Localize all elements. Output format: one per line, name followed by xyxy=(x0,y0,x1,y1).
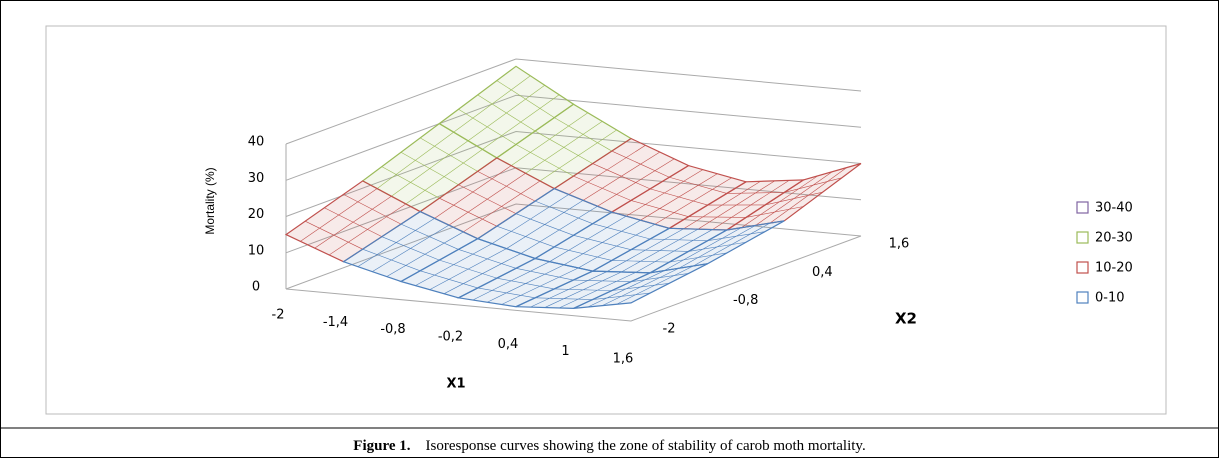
legend-label: 0-10 xyxy=(1095,291,1125,306)
mesh-line xyxy=(477,94,536,132)
mesh-line xyxy=(726,192,785,194)
x-tick-label: 1,6 xyxy=(613,352,634,367)
floor-edge xyxy=(285,235,862,322)
mesh-line xyxy=(535,130,593,164)
z-axis-label: Mortality (%) xyxy=(203,167,217,234)
mesh-line xyxy=(405,149,483,205)
z-tick-label: 30 xyxy=(248,171,265,186)
grid-line xyxy=(285,94,862,181)
mesh-line xyxy=(558,272,636,309)
depth-tick-label: 0,4 xyxy=(812,265,833,280)
mesh-line xyxy=(515,268,574,281)
mesh-line xyxy=(654,177,732,225)
x-tick-label: -0,2 xyxy=(438,330,463,345)
x-tick-label: 1 xyxy=(561,344,569,359)
depth-tick-label: 1,6 xyxy=(889,237,910,252)
grid-line xyxy=(285,58,862,145)
mesh-line xyxy=(439,259,497,279)
chart: Mortality (%) X1 X2 0 10 20 30 40 -2 -1,4 -0,8 -… xyxy=(1,25,1218,429)
mesh-line xyxy=(573,279,632,283)
z-tick-label: 0 xyxy=(252,280,260,295)
mesh-line xyxy=(573,235,632,250)
mesh-line xyxy=(381,236,440,261)
mesh-line xyxy=(535,200,593,224)
grid-line xyxy=(285,203,862,290)
mesh-line xyxy=(693,222,771,267)
mesh-line xyxy=(520,205,598,254)
mesh-line xyxy=(592,163,651,190)
mesh-line xyxy=(712,180,790,230)
x-tick-label: -1,4 xyxy=(323,315,348,330)
mesh-line xyxy=(515,213,574,236)
mesh-line xyxy=(592,223,651,240)
mesh-line xyxy=(611,282,670,291)
mesh-line xyxy=(765,191,823,206)
mesh-line xyxy=(554,117,612,152)
mesh-line xyxy=(463,180,541,233)
mesh-line xyxy=(597,158,675,207)
legend-label: 10-20 xyxy=(1095,261,1133,276)
grid-line xyxy=(285,130,862,217)
mesh-line xyxy=(501,267,579,305)
mesh-line xyxy=(635,229,713,273)
mesh-line xyxy=(324,207,382,237)
mesh-line xyxy=(496,80,555,118)
mesh-line xyxy=(669,176,727,194)
mesh-line xyxy=(443,253,521,294)
mesh-line xyxy=(554,288,612,291)
mesh-line xyxy=(650,188,708,206)
mesh-line xyxy=(458,249,517,269)
x-axis-label: X1 xyxy=(446,377,465,392)
mesh-line xyxy=(688,241,747,252)
mesh-line xyxy=(630,249,689,252)
mesh-line xyxy=(630,273,689,283)
legend-label: 20-30 xyxy=(1095,231,1133,246)
mesh-line xyxy=(707,231,766,242)
depth-axis-label: X2 xyxy=(895,310,917,328)
legend-swatch xyxy=(1076,261,1089,274)
caption: Figure 1. Isoresponse curves showing the… xyxy=(1,438,1218,455)
mesh-line xyxy=(458,184,517,214)
mesh-line xyxy=(784,177,842,193)
mesh-line xyxy=(539,129,617,182)
mesh-line xyxy=(616,265,694,305)
z-tick-label: 20 xyxy=(248,207,265,222)
legend-swatch xyxy=(1076,291,1089,304)
mesh-line xyxy=(386,231,464,277)
depth-tick-label: -2 xyxy=(663,322,676,337)
mesh-line xyxy=(400,223,459,250)
x-tick-label: -2 xyxy=(272,308,285,323)
chart-frame xyxy=(45,25,1167,415)
mesh-line xyxy=(611,150,670,178)
z-tick-label: 40 xyxy=(248,135,265,150)
legend-swatch xyxy=(1076,201,1089,214)
mesh-line xyxy=(650,238,708,242)
mesh-line xyxy=(343,194,402,225)
mesh-line xyxy=(496,277,555,290)
mesh-line xyxy=(769,167,847,224)
x-tick-label: 0,4 xyxy=(498,337,519,352)
caption-text: Isoresponse curves showing the zone of s… xyxy=(425,438,866,454)
legend-label: 30-40 xyxy=(1095,201,1133,216)
legend-swatch xyxy=(1076,231,1089,244)
mesh-line xyxy=(328,203,406,256)
figure-label: Figure 1. xyxy=(353,438,411,454)
mesh-line xyxy=(420,137,478,172)
mesh-line xyxy=(482,94,560,150)
x-tick-label: -0,8 xyxy=(380,322,405,337)
mesh-line xyxy=(578,223,656,269)
surface-cell xyxy=(573,263,708,309)
z-tick-label: 10 xyxy=(248,243,265,258)
mesh-line xyxy=(400,151,459,186)
mesh-line xyxy=(477,171,536,202)
depth-tick-label: -0,8 xyxy=(733,293,758,308)
